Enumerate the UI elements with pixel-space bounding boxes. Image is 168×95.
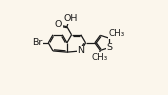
Text: N: N <box>77 46 84 55</box>
Text: CH₃: CH₃ <box>108 29 125 38</box>
Text: OH: OH <box>64 14 78 23</box>
Text: S: S <box>106 43 112 52</box>
Text: Br: Br <box>32 38 43 47</box>
Text: CH₃: CH₃ <box>92 53 108 62</box>
Text: O: O <box>55 20 62 29</box>
